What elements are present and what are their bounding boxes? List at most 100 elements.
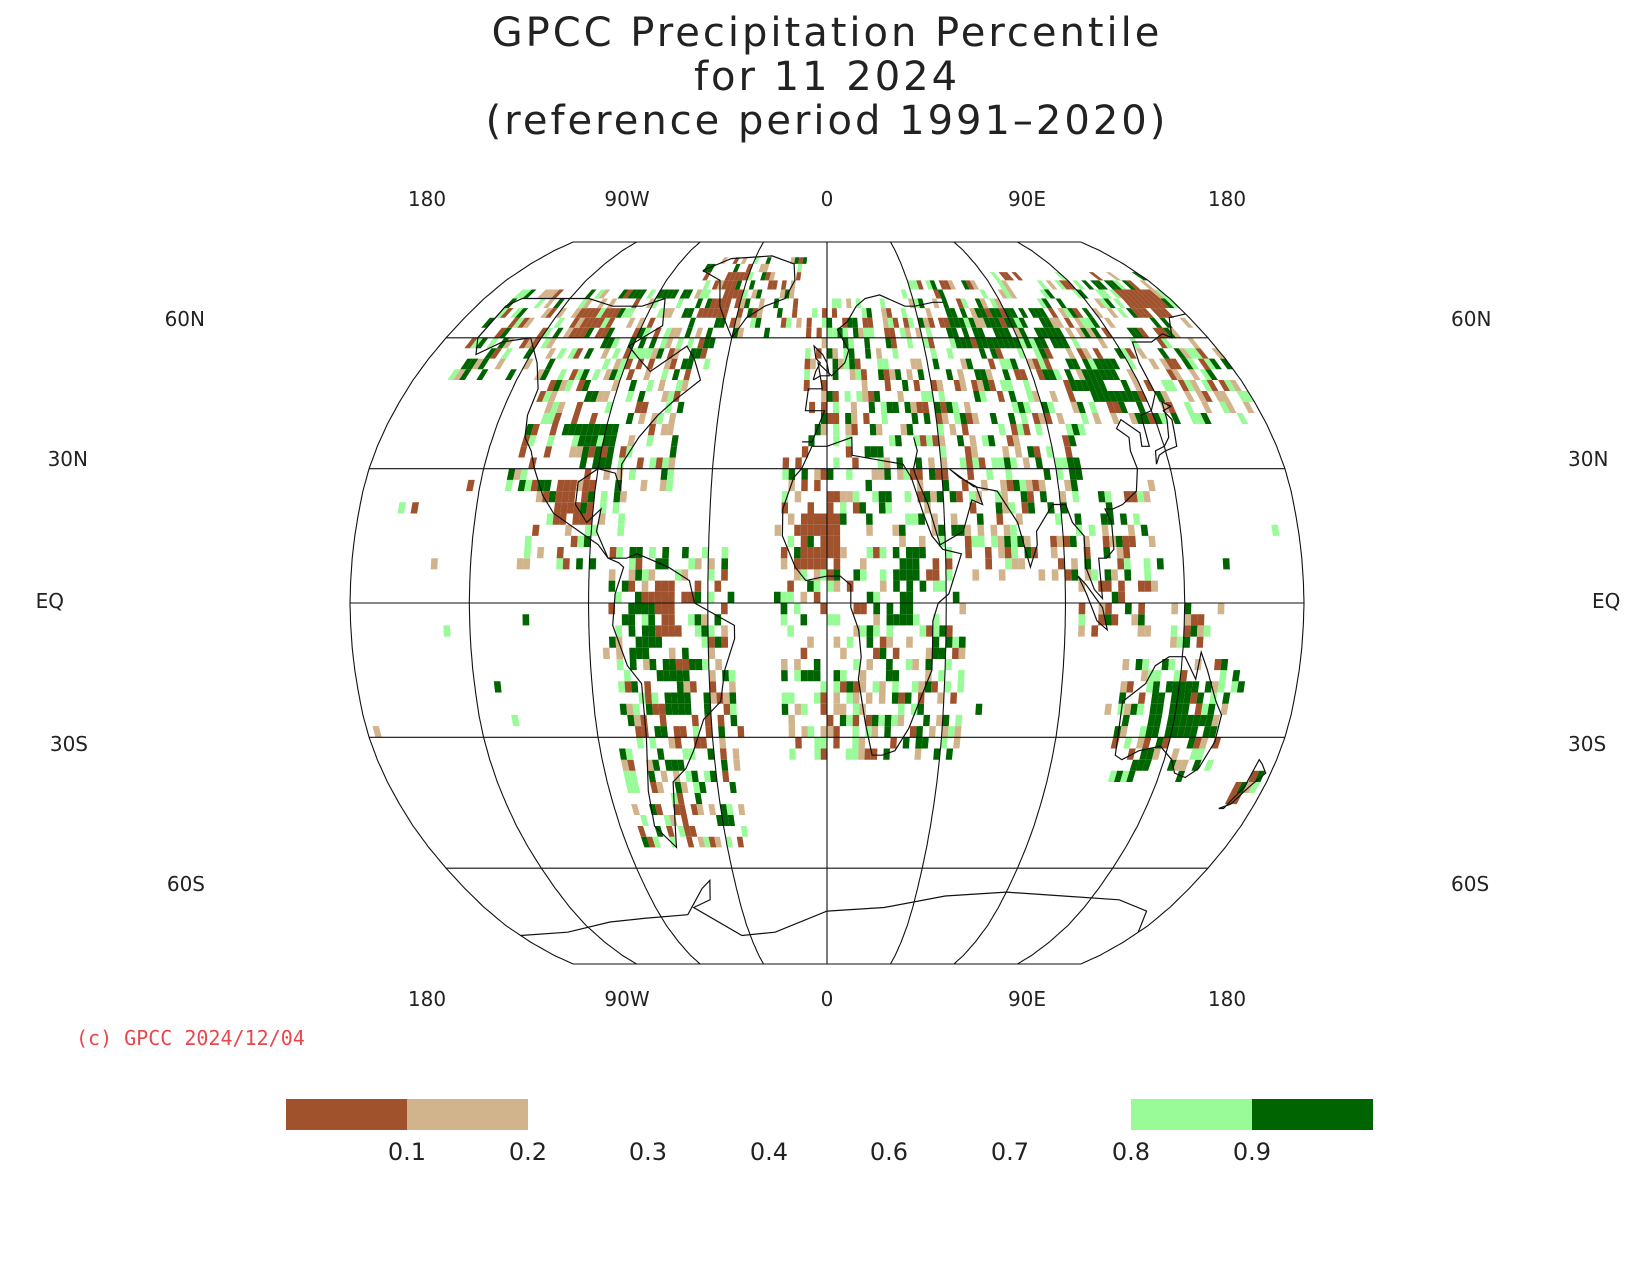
anomaly-cell <box>1190 614 1198 626</box>
anomaly-cell <box>489 348 503 359</box>
anomaly-cell <box>938 647 946 659</box>
anomaly-cell <box>936 491 944 503</box>
anomaly-cell <box>904 491 912 503</box>
anomaly-cell <box>852 502 860 514</box>
anomaly-cell <box>800 524 808 536</box>
anomaly-cell <box>709 681 717 693</box>
anomaly-cell <box>933 401 942 413</box>
anomaly-cell <box>430 558 438 570</box>
anomaly-cell <box>1022 424 1031 436</box>
anomaly-cell <box>1170 358 1183 370</box>
anomaly-cell <box>870 446 878 458</box>
anomaly-cell <box>916 468 923 480</box>
anomaly-cell <box>585 308 597 318</box>
anomaly-cell <box>587 446 596 458</box>
anomaly-cell <box>804 348 811 359</box>
anomaly-cell <box>612 358 623 370</box>
anomaly-cell <box>517 289 532 299</box>
anomaly-cell <box>1118 580 1125 592</box>
anomaly-cell <box>655 308 666 318</box>
anomaly-cell <box>1053 317 1065 328</box>
anomaly-cell <box>827 726 834 738</box>
anomaly-cell <box>660 391 670 402</box>
anomaly-cell <box>782 457 790 469</box>
anomaly-cell <box>702 836 711 848</box>
anomaly-cell <box>1009 358 1019 370</box>
anomaly-cell <box>608 435 617 447</box>
anomaly-cell <box>530 424 540 436</box>
anomaly-cell <box>749 317 757 328</box>
anomaly-cell <box>613 491 621 503</box>
anomaly-cell <box>1091 413 1102 424</box>
anomaly-cell <box>703 692 711 704</box>
anomaly-cell <box>614 369 624 380</box>
anomaly-cell <box>1064 358 1076 370</box>
anomaly-cell <box>1117 558 1125 570</box>
anomaly-cell <box>601 358 612 370</box>
anomaly-cell <box>567 348 579 359</box>
anomaly-cell <box>619 491 628 503</box>
anomaly-cell <box>609 636 616 648</box>
anomaly-cell <box>1057 558 1065 570</box>
anomaly-cell <box>884 468 891 480</box>
anomaly-cell <box>845 424 852 436</box>
anomaly-cell <box>907 317 915 328</box>
anomaly-cell <box>732 748 740 760</box>
anomaly-cell <box>927 337 936 349</box>
anomaly-cell <box>606 446 615 458</box>
anomaly-cell <box>965 358 974 370</box>
anomaly-cell <box>668 647 676 659</box>
anomaly-cell <box>572 348 584 359</box>
anomaly-cell <box>580 491 589 503</box>
anomaly-cell <box>822 308 827 318</box>
anomaly-cell <box>1004 535 1012 547</box>
anomaly-cell <box>1088 524 1096 536</box>
coastline <box>520 878 1148 937</box>
anomaly-cell <box>647 424 656 436</box>
anomaly-cell <box>655 625 662 637</box>
anomaly-cell <box>820 569 827 581</box>
anomaly-cell <box>926 625 933 637</box>
anomaly-cell <box>589 435 599 447</box>
anomaly-cell <box>827 468 834 480</box>
anomaly-cell <box>559 513 567 525</box>
anomaly-cell <box>901 380 909 391</box>
anomaly-cell <box>873 547 880 559</box>
anomaly-cell <box>522 289 537 299</box>
anomaly-cell <box>1048 317 1060 328</box>
lat-label-right-60s: 60S <box>1451 872 1489 896</box>
anomaly-cell <box>1137 580 1145 592</box>
anomaly-cell <box>1156 558 1164 570</box>
anomaly-cell <box>886 625 894 637</box>
anomaly-cell <box>947 726 956 738</box>
anomaly-cell <box>1149 289 1165 299</box>
anomaly-cell <box>575 308 588 318</box>
anomaly-cell <box>590 308 602 318</box>
anomaly-cell <box>681 591 688 603</box>
anomaly-cell <box>1049 327 1060 338</box>
anomaly-cell <box>688 659 696 671</box>
anomaly-cell <box>1200 413 1212 424</box>
anomaly-cell <box>1091 308 1104 318</box>
anomaly-cell <box>852 317 858 328</box>
anomaly-cell <box>879 636 887 648</box>
anomaly-cell <box>410 502 419 514</box>
anomaly-cell <box>1074 380 1085 391</box>
lat-label-right-eq: EQ <box>1592 589 1620 613</box>
anomaly-cell <box>1131 272 1149 281</box>
anomaly-cell <box>708 558 715 570</box>
anomaly-cell <box>1219 358 1234 370</box>
anomaly-cell <box>524 479 533 492</box>
anomaly-cell <box>798 257 804 264</box>
anomaly-cell <box>832 358 839 370</box>
anomaly-cell <box>642 659 650 671</box>
anomaly-cell <box>1236 681 1246 693</box>
anomaly-cell <box>669 289 680 299</box>
anomaly-cell <box>547 391 559 402</box>
anomaly-cell <box>621 614 629 626</box>
anomaly-cell <box>928 468 936 480</box>
anomaly-cell <box>627 714 635 727</box>
anomaly-cell <box>1135 308 1150 318</box>
anomaly-cell <box>984 547 992 559</box>
anomaly-cell <box>1130 308 1145 318</box>
